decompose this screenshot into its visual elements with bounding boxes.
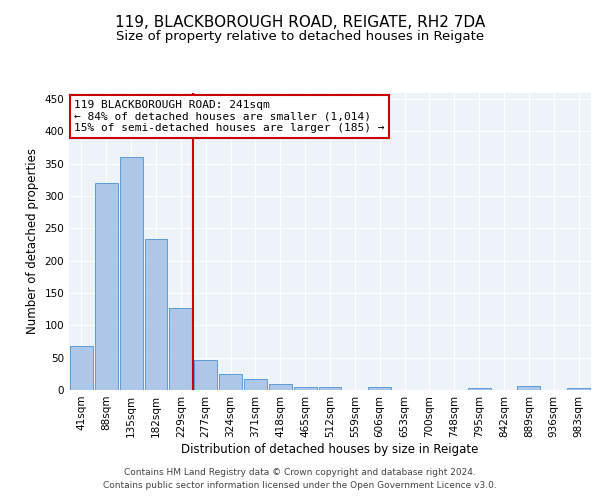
Bar [95,183,118,390]
X-axis label: Distribution of detached houses by size in Reigate: Distribution of detached houses by size … [181,442,479,456]
Bar [468,388,491,390]
Bar [269,384,292,390]
Bar [244,379,267,390]
Text: Contains HM Land Registry data © Crown copyright and database right 2024.: Contains HM Land Registry data © Crown c… [124,468,476,477]
Y-axis label: Number of detached properties: Number of detached properties [26,148,39,334]
Bar [567,388,590,390]
Text: Size of property relative to detached houses in Reigate: Size of property relative to detached ho… [116,30,484,43]
Bar [219,374,242,390]
Bar [319,387,341,390]
Bar [194,360,217,390]
Bar [169,308,192,390]
Text: Contains public sector information licensed under the Open Government Licence v3: Contains public sector information licen… [103,482,497,490]
Bar [294,387,317,390]
Bar [145,240,167,390]
Bar [120,157,143,390]
Bar [517,386,540,390]
Bar [368,388,391,390]
Bar [70,346,93,390]
Text: 119 BLACKBOROUGH ROAD: 241sqm
← 84% of detached houses are smaller (1,014)
15% o: 119 BLACKBOROUGH ROAD: 241sqm ← 84% of d… [74,100,385,133]
Text: 119, BLACKBOROUGH ROAD, REIGATE, RH2 7DA: 119, BLACKBOROUGH ROAD, REIGATE, RH2 7DA [115,15,485,30]
